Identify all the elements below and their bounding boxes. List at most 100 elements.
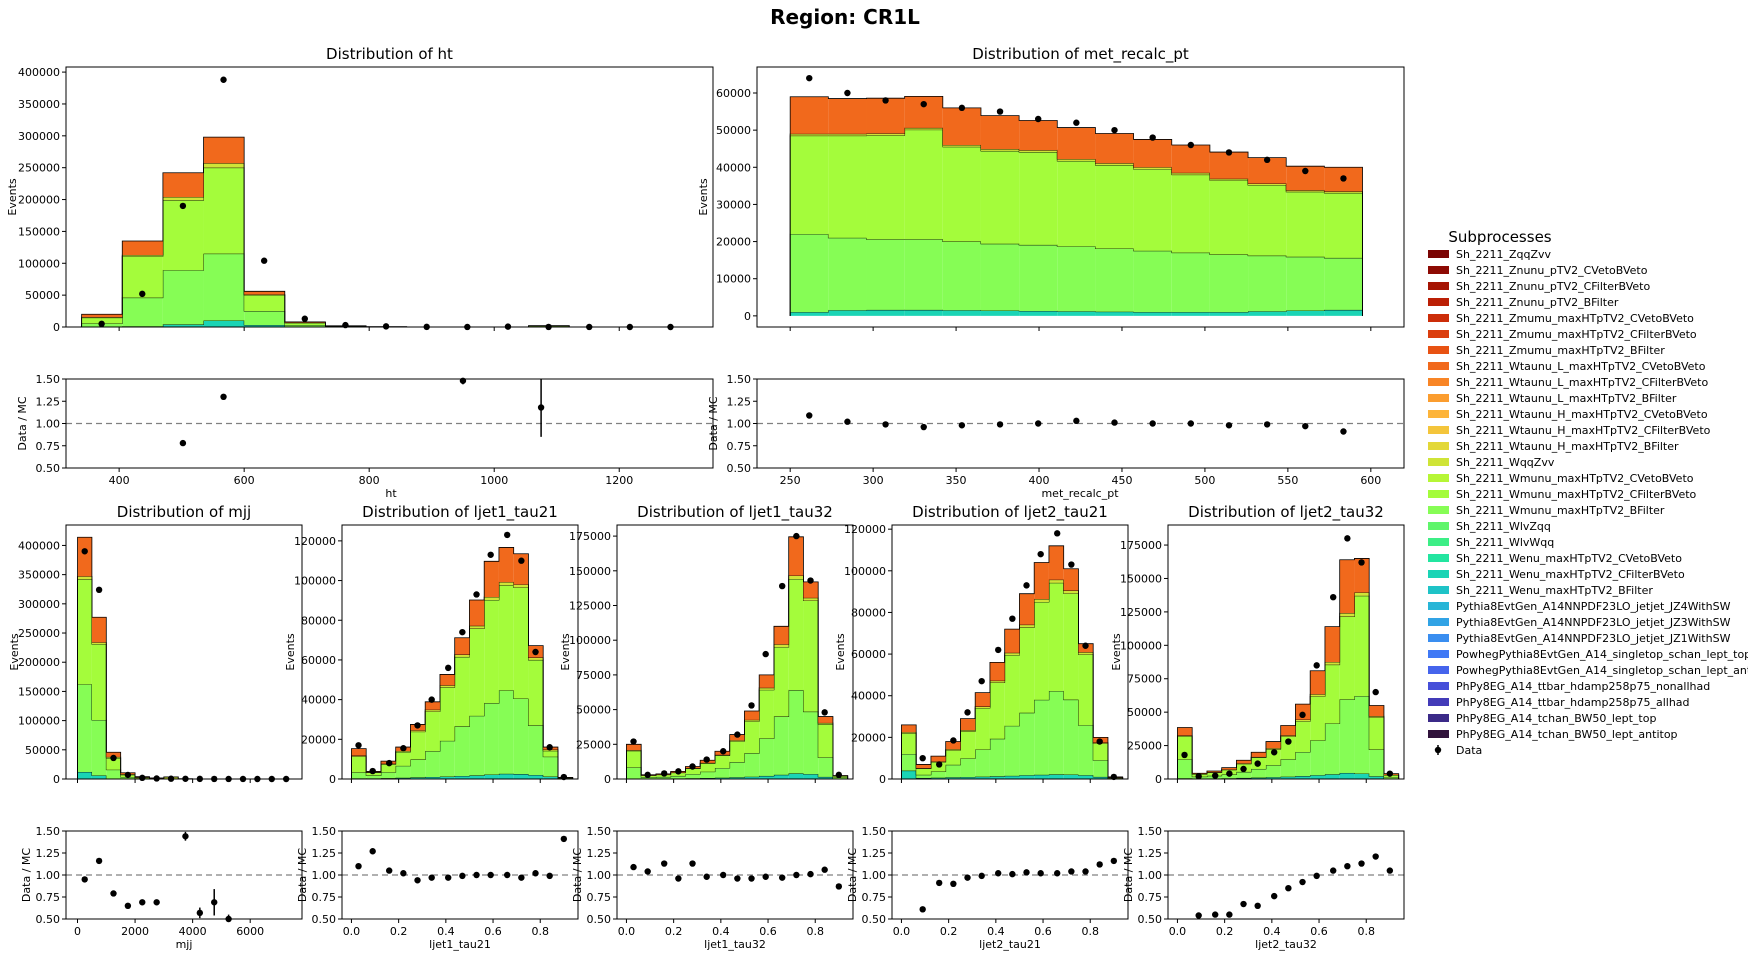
ratio-panel-ljet2_tau32: 0.50 0.75 1.00 1.25 1.50 0.0 0.2 0.4 0.6 0.8 ljet2… — [1122, 825, 1405, 951]
bar-ljet1_tau32-cyan-6 — [714, 777, 730, 779]
ratio-point-met-5 — [996, 421, 1004, 428]
ratio-point-ljet2_tau21-4 — [978, 872, 985, 880]
bar-met-lime2-4 — [942, 146, 981, 242]
bar-met-cyan-0 — [790, 312, 829, 316]
bar-mjj-orange-2 — [106, 752, 121, 757]
ytick-label-mjj-6: 300000 — [18, 598, 60, 611]
bar-ljet1_tau21-lime1-6 — [439, 740, 455, 777]
xtick-label-ljet2_tau32-1: 0.2 — [1216, 925, 1234, 938]
bar-ljet2_tau32-lime2-12 — [1354, 595, 1370, 697]
legend-label-2: Sh_2211_Znunu_pTV2_CFilterBVeto — [1456, 280, 1650, 293]
ratio-ytick-label-ljet1_tau21-2: 1.00 — [312, 869, 337, 882]
ytick-label-met-4: 40000 — [716, 161, 751, 174]
ytick-label-ljet1_tau32-2: 50000 — [576, 704, 611, 717]
bar-met-cyan-5 — [980, 310, 1020, 316]
ytick-label-met-6: 60000 — [716, 87, 751, 100]
legend-label-9: Sh_2211_Wtaunu_L_maxHTpTV2_BFilter — [1456, 392, 1677, 405]
bar-ljet2_tau32-yellow-6 — [1265, 748, 1281, 750]
bar-ljet2_tau32-lime1-14 — [1383, 777, 1399, 779]
bar-ljet1_tau21-lime1-0 — [351, 772, 367, 779]
bar-ht-orange-1 — [122, 240, 163, 255]
ytick-label-ht-8: 400000 — [18, 66, 60, 79]
ratio-point-ljet2_tau21-11 — [1082, 868, 1089, 875]
bar-ljet1_tau21-orange-8 — [469, 600, 485, 626]
xlabel-ljet2_tau32: ljet2_tau32 — [1255, 938, 1317, 951]
bar-ljet2_tau32-orange-2 — [1206, 770, 1222, 773]
ytick-label-met-0: 0 — [744, 310, 751, 323]
legend-label-13: Sh_2211_WqqZvv — [1456, 456, 1555, 469]
bar-met-lime1-10 — [1171, 252, 1210, 313]
legend-swatch-27 — [1428, 682, 1449, 690]
bar-met-cyan-8 — [1095, 311, 1134, 316]
bar-ljet2_tau21-yellow-12 — [1078, 652, 1094, 655]
step-mjj-orange — [77, 536, 294, 780]
legend-swatch-20 — [1428, 570, 1449, 578]
data-point-ljet1_tau21-7 — [459, 628, 466, 636]
bar-mjj-yellow-1 — [91, 642, 107, 645]
xtick-label-met-4: 450 — [1111, 474, 1132, 487]
xtick-label-ljet2_tau32-4: 0.8 — [1357, 925, 1375, 938]
bar-ljet1_tau21-lime2-10 — [498, 585, 514, 691]
bar-ht-lime1-3 — [203, 253, 245, 321]
bar-ljet2_tau21-yellow-8 — [1019, 624, 1035, 628]
panels-group: Distribution of ht0500001000001500002000… — [6, 45, 1405, 951]
data-point-met-6 — [1034, 115, 1042, 123]
data-point-ht-3 — [220, 76, 227, 83]
bar-ljet2_tau21-yellow-4 — [960, 730, 976, 732]
bar-ljet1_tau32-lime2-8 — [744, 721, 760, 754]
bar-ljet1_tau32-lime1-12 — [803, 711, 819, 775]
legend-swatch-3 — [1428, 298, 1449, 306]
bar-ljet2_tau21-lime1-8 — [1019, 712, 1035, 776]
ratio-ytick-label-mjj-1: 0.75 — [36, 891, 61, 904]
bar-met-yellow-11 — [1209, 178, 1249, 181]
bar-ljet2_tau32-lime2-13 — [1369, 717, 1384, 750]
data-point-ljet1_tau32-3 — [675, 768, 682, 775]
ylabel-ljet1_tau32: Events — [559, 633, 572, 671]
ytick-label-ljet2_tau32-2: 50000 — [1127, 706, 1162, 719]
bar-ljet2_tau21-lime1-1 — [916, 774, 931, 778]
legend-label-3: Sh_2211_Znunu_pTV2_BFilter — [1456, 296, 1619, 309]
ytick-label-ljet1_tau32-5: 125000 — [569, 600, 611, 613]
bar-ljet2_tau21-cyan-10 — [1048, 774, 1064, 779]
bar-ljet1_tau32-yellow-10 — [773, 644, 789, 648]
bar-met-lime2-7 — [1057, 160, 1096, 247]
bar-ljet1_tau21-lime1-12 — [528, 725, 544, 776]
bar-mjj-cyan-1 — [91, 775, 107, 779]
xlabel-mjj: mjj — [176, 938, 193, 951]
axes-frame-ljet1_tau32 — [616, 524, 854, 780]
xtick-label-ljet1_tau21-2: 0.4 — [437, 925, 455, 938]
ratio-point-ljet2_tau32-6 — [1285, 885, 1292, 892]
ratio-point-ljet2_tau32-8 — [1313, 872, 1320, 880]
ratio-ytick-label-ljet1_tau32-2: 1.00 — [587, 869, 612, 882]
bar-ljet1_tau32-yellow-11 — [788, 575, 804, 580]
legend-label-7: Sh_2211_Wtaunu_L_maxHTpTV2_CVetoBVeto — [1456, 360, 1706, 373]
bar-ljet1_tau21-yellow-6 — [439, 685, 455, 688]
ratio-point-ljet2_tau32-0 — [1195, 912, 1202, 919]
step-ht-orange — [81, 136, 692, 328]
bar-ljet1_tau21-orange-7 — [454, 637, 470, 655]
axes-frame-ljet2_tau21 — [891, 524, 1129, 780]
bar-ljet1_tau21-yellow-9 — [484, 597, 499, 601]
bar-ljet2_tau32-cyan-11 — [1339, 772, 1355, 779]
ratio-ytick-label-mjj-3: 1.25 — [36, 847, 61, 860]
ratio-ytick-label-ljet2_tau21-0: 0.50 — [862, 913, 887, 926]
ratio-point-ljet2_tau32-2 — [1226, 911, 1233, 918]
bar-ljet2_tau21-orange-11 — [1063, 568, 1079, 591]
bar-ljet1_tau32-cyan-10 — [773, 774, 789, 779]
bar-met-orange-4 — [942, 107, 981, 145]
ratio-point-ljet2_tau21-6 — [1009, 870, 1016, 878]
bar-ljet2_tau32-orange-5 — [1251, 752, 1266, 757]
bar-ht-lime2-2 — [162, 200, 204, 271]
bar-ljet2_tau21-lime2-13 — [1093, 743, 1108, 761]
bar-ljet1_tau21-cyan-4 — [410, 777, 426, 779]
data-point-ljet2_tau32-7 — [1285, 738, 1292, 745]
data-point-mjj-5 — [153, 775, 160, 782]
data-point-ljet2_tau21-3 — [950, 737, 957, 744]
bar-met-lime2-2 — [866, 135, 905, 240]
bar-ljet1_tau21-yellow-8 — [469, 625, 485, 629]
ratio-point-ljet1_tau32-5 — [703, 873, 710, 880]
ratio-point-ljet1_tau21-3 — [400, 870, 407, 877]
ratio-point-ljet1_tau32-11 — [793, 871, 800, 879]
ratio-point-ljet1_tau21-5 — [428, 874, 435, 881]
legend-swatch-12 — [1428, 442, 1449, 450]
